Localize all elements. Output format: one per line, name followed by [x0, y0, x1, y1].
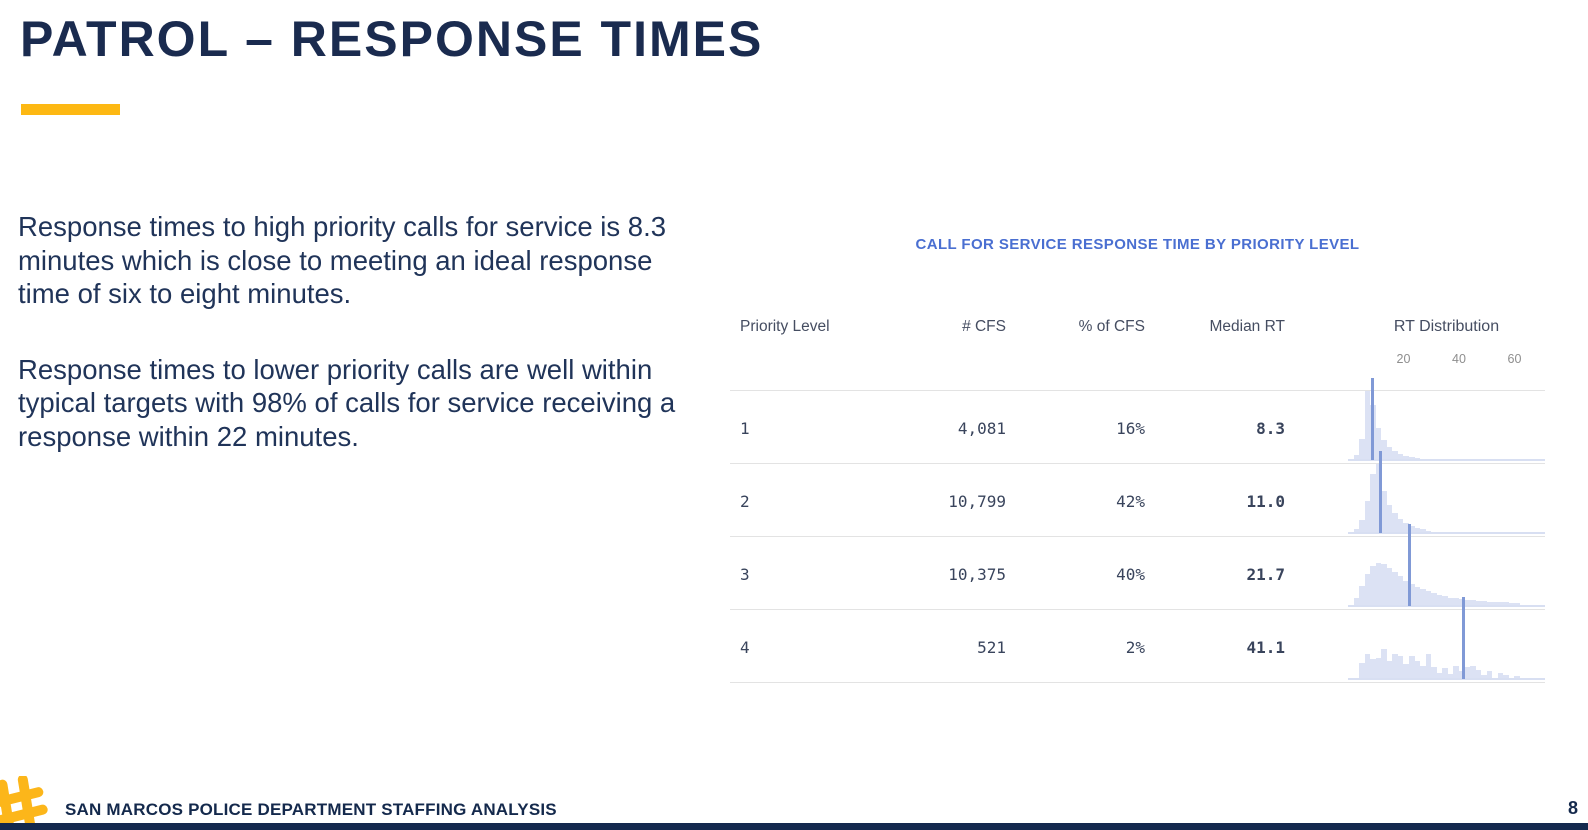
pct-cell: 40%	[1116, 565, 1145, 584]
table-bottom-rule	[730, 682, 1545, 683]
rt-distribution-x-axis: 20 40 60	[1348, 352, 1545, 372]
body-paragraph-1: Response times to high priority calls fo…	[18, 211, 667, 310]
page-number: 8	[1567, 798, 1578, 818]
median-rt-cell: 41.1	[1246, 638, 1285, 657]
pct-cell: 16%	[1116, 419, 1145, 438]
cfs-cell: 10,375	[948, 565, 1006, 584]
median-rt-line	[1408, 524, 1412, 606]
median-rt-cell: 11.0	[1246, 492, 1285, 511]
table-row-priority-4: 4 521 2% 41.1	[730, 597, 1545, 683]
table-row-priority-1: 1 4,081 16% 8.3	[730, 378, 1545, 464]
column-header-rt-distribution: RT Distribution	[1393, 318, 1500, 335]
median-rt-line	[1371, 378, 1375, 460]
column-header-median-rt: Median RT	[1209, 318, 1285, 335]
priority-cell: 2	[740, 492, 750, 511]
axis-tick-label: 60	[1507, 352, 1522, 366]
rt-distribution-histogram	[1348, 378, 1545, 464]
median-rt-cell: 21.7	[1246, 565, 1285, 584]
priority-cell: 1	[740, 419, 750, 438]
rt-distribution-histogram	[1348, 597, 1545, 683]
accent-bar	[21, 104, 120, 115]
chart-title: CALL FOR SERVICE RESPONSE TIME BY PRIORI…	[915, 236, 1360, 253]
hashtag-logo-icon	[0, 776, 48, 830]
rt-distribution-histogram	[1348, 451, 1545, 537]
pct-cell: 42%	[1116, 492, 1145, 511]
table-row-priority-2: 2 10,799 42% 11.0	[730, 451, 1545, 537]
cfs-cell: 521	[977, 638, 1006, 657]
response-time-table: CALL FOR SERVICE RESPONSE TIME BY PRIORI…	[730, 236, 1545, 696]
priority-cell: 4	[740, 638, 750, 657]
median-rt-line	[1462, 597, 1466, 679]
median-rt-line	[1378, 451, 1382, 533]
body-text: Response times to high priority calls fo…	[18, 210, 710, 495]
cfs-cell: 10,799	[948, 492, 1006, 511]
footer-report-title: SAN MARCOS POLICE DEPARTMENT STAFFING AN…	[65, 800, 557, 819]
axis-tick-label: 20	[1396, 352, 1411, 366]
body-paragraph-2: Response times to lower priority calls a…	[18, 353, 676, 452]
table-row-priority-3: 3 10,375 40% 21.7	[730, 524, 1545, 610]
column-header-pct-of-cfs: % of CFS	[1078, 318, 1145, 335]
priority-cell: 3	[740, 565, 750, 584]
rt-distribution-histogram	[1348, 524, 1545, 610]
pct-cell: 2%	[1125, 638, 1145, 657]
axis-tick-label: 40	[1452, 352, 1466, 366]
bottom-accent-bar	[0, 823, 1588, 830]
cfs-cell: 4,081	[957, 419, 1006, 438]
median-rt-cell: 8.3	[1256, 419, 1285, 438]
page-title: PATROL – RESPONSE TIMES	[20, 11, 764, 67]
column-header-cfs: # CFS	[962, 318, 1006, 335]
column-header-priority-level: Priority Level	[740, 318, 830, 335]
